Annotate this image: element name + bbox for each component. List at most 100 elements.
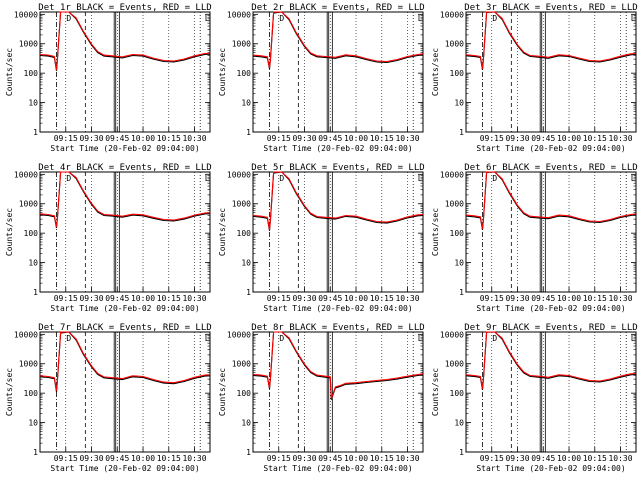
annotation-d: D [279, 14, 284, 23]
x-tick-label: 10:30 [182, 454, 206, 463]
y-axis-label: Counts/sec [218, 368, 227, 416]
x-axis-label: Start Time (20-Feb-02 09:04:00) [50, 144, 199, 153]
annotation-l: L [205, 334, 210, 343]
lld-series-line [252, 11, 424, 69]
y-tick-label: 100 [237, 389, 252, 398]
x-tick-label: 10:15 [370, 134, 394, 143]
x-tick-label: 10:00 [131, 454, 155, 463]
x-axis-label: Start Time (20-Feb-02 09:04:00) [50, 464, 199, 473]
x-axis-label: Start Time (20-Feb-02 09:04:00) [50, 304, 199, 313]
y-tick-label: 1000 [445, 40, 464, 49]
lld-series-line [465, 11, 637, 69]
y-axis-label: Counts/sec [431, 48, 440, 96]
x-axis-label: Start Time (20-Feb-02 09:04:00) [263, 304, 412, 313]
plot-frame [39, 11, 211, 133]
y-tick-label: 1000 [445, 200, 464, 209]
x-tick-label: 10:15 [583, 134, 607, 143]
x-tick-label: 09:30 [292, 134, 316, 143]
annotation-l: L [205, 174, 210, 183]
x-tick-label: 10:30 [395, 294, 419, 303]
y-tick-label: 1000 [445, 360, 464, 369]
panel-title: Det 7r BLACK = Events, RED = LLD [38, 323, 211, 333]
x-tick-label: 09:15 [54, 134, 78, 143]
x-tick-label: 10:00 [557, 454, 581, 463]
annotation-d: D [492, 334, 497, 343]
plot-frame [252, 331, 424, 453]
y-tick-label: 10 [241, 99, 251, 108]
annotation-l: L [418, 334, 423, 343]
x-tick-label: 10:30 [608, 294, 632, 303]
y-tick-label: 10000 [440, 10, 464, 19]
x-axis-label: Start Time (20-Feb-02 09:04:00) [476, 304, 625, 313]
x-tick-label: 09:45 [318, 454, 342, 463]
y-tick-label: 10 [28, 99, 38, 108]
x-tick-label: 09:45 [318, 294, 342, 303]
y-axis-label: Counts/sec [431, 208, 440, 256]
x-tick-label: 10:00 [557, 134, 581, 143]
panel-title: Det 9r BLACK = Events, RED = LLD [464, 323, 637, 333]
x-tick-label: 10:00 [344, 134, 368, 143]
y-tick-label: 10000 [227, 170, 251, 179]
x-tick-label: 09:45 [531, 454, 555, 463]
x-tick-label: 09:15 [480, 134, 504, 143]
detector-panel-7: Det 7r BLACK = Events, RED = LLD10000100… [5, 323, 212, 473]
annotation-l: L [631, 334, 636, 343]
annotation-d: D [66, 334, 71, 343]
x-tick-label: 09:45 [318, 134, 342, 143]
y-axis-label: Counts/sec [218, 208, 227, 256]
x-tick-label: 10:30 [608, 134, 632, 143]
plot-frame [252, 171, 424, 293]
x-tick-label: 09:45 [531, 134, 555, 143]
x-tick-label: 10:00 [344, 294, 368, 303]
y-tick-label: 1000 [232, 200, 251, 209]
x-tick-label: 09:30 [79, 454, 103, 463]
x-tick-label: 10:00 [557, 294, 581, 303]
y-tick-label: 100 [237, 69, 252, 78]
x-tick-label: 09:15 [54, 454, 78, 463]
x-tick-label: 09:45 [105, 294, 129, 303]
detector-panel-1: Det 1r BLACK = Events, RED = LLD10000100… [5, 3, 212, 153]
y-tick-label: 10 [241, 419, 251, 428]
lld-series-line [465, 331, 637, 389]
y-axis-label: Counts/sec [5, 48, 14, 96]
lld-series-line [252, 331, 424, 399]
detector-panel-4: Det 4r BLACK = Events, RED = LLD10000100… [5, 163, 212, 313]
y-tick-label: 1 [459, 128, 464, 137]
y-tick-label: 10 [241, 259, 251, 268]
y-axis-label: Counts/sec [5, 368, 14, 416]
y-tick-label: 10000 [440, 170, 464, 179]
y-tick-label: 1 [33, 448, 38, 457]
plot-frame [39, 331, 211, 453]
y-tick-label: 10 [454, 259, 464, 268]
x-tick-label: 10:15 [157, 134, 181, 143]
x-tick-label: 09:30 [505, 134, 529, 143]
y-tick-label: 100 [24, 229, 39, 238]
x-tick-label: 10:15 [583, 454, 607, 463]
detector-panel-5: Det 5r BLACK = Events, RED = LLD10000100… [218, 163, 425, 313]
plot-frame [39, 171, 211, 293]
plot-frame [465, 171, 637, 293]
y-axis-label: Counts/sec [218, 48, 227, 96]
y-tick-label: 10000 [227, 330, 251, 339]
x-tick-label: 09:30 [505, 294, 529, 303]
y-tick-label: 100 [24, 69, 39, 78]
annotation-d: D [66, 14, 71, 23]
y-tick-label: 10 [28, 259, 38, 268]
y-tick-label: 1000 [19, 200, 38, 209]
x-tick-label: 10:00 [344, 454, 368, 463]
y-tick-label: 10000 [14, 10, 38, 19]
x-tick-label: 09:15 [480, 294, 504, 303]
y-tick-label: 100 [450, 389, 465, 398]
panel-title: Det 3r BLACK = Events, RED = LLD [464, 3, 637, 13]
y-tick-label: 10000 [440, 330, 464, 339]
y-tick-label: 100 [237, 229, 252, 238]
panel-title: Det 2r BLACK = Events, RED = LLD [251, 3, 424, 13]
x-tick-label: 09:30 [79, 294, 103, 303]
annotation-d: D [66, 174, 71, 183]
y-tick-label: 10 [454, 419, 464, 428]
x-axis-label: Start Time (20-Feb-02 09:04:00) [263, 464, 412, 473]
annotation-l: L [631, 14, 636, 23]
